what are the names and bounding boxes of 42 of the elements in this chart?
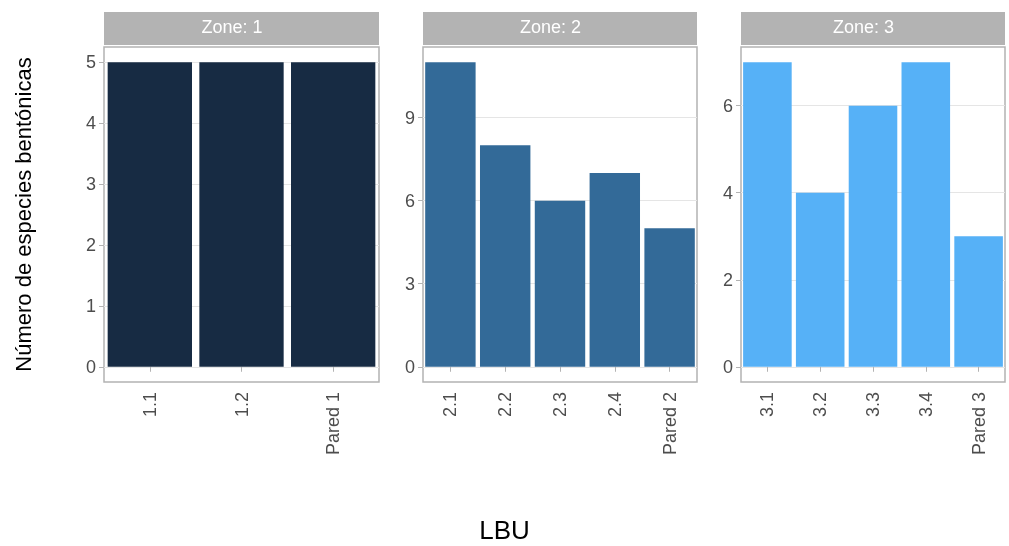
y-tick-label: 2 xyxy=(722,269,733,290)
bar xyxy=(743,62,792,367)
bar xyxy=(954,236,1003,367)
x-axis-title: LBU xyxy=(478,515,531,546)
x-tick-label: 1.2 xyxy=(231,392,252,418)
bar xyxy=(901,62,951,367)
x-tick-label: Pared 1 xyxy=(323,392,344,456)
y-tick-label: 0 xyxy=(722,356,733,377)
y-tick-label: 1 xyxy=(85,295,96,316)
x-tick-label: 3.1 xyxy=(757,392,778,418)
x-tick-label: Pared 3 xyxy=(968,392,989,456)
bar xyxy=(644,228,695,367)
x-tick-label: Pared 2 xyxy=(659,392,680,456)
y-tick-label: 0 xyxy=(85,356,96,377)
y-tick-label: 9 xyxy=(404,107,415,128)
x-tick-label: 2.1 xyxy=(440,392,461,418)
bar xyxy=(795,192,845,367)
y-tick-label: 0 xyxy=(404,356,415,377)
chart-title: Zone: 1 xyxy=(201,17,263,37)
y-tick-label: 2 xyxy=(85,234,96,255)
y-axis-title: Número de especies bentónicas xyxy=(10,57,36,372)
bar xyxy=(589,172,641,367)
x-tick-label: 2.2 xyxy=(495,392,516,418)
x-tick-label: 1.1 xyxy=(139,392,160,418)
y-tick-label: 3 xyxy=(404,273,415,294)
y-tick-label: 6 xyxy=(722,95,733,116)
bar xyxy=(425,62,476,367)
y-tick-label: 3 xyxy=(85,174,96,195)
chart-title: Zone: 3 xyxy=(833,17,895,37)
x-tick-label: 2.4 xyxy=(604,392,625,418)
bar xyxy=(534,200,586,367)
y-tick-label: 6 xyxy=(404,190,415,211)
x-tick-label: 3.3 xyxy=(863,392,883,418)
x-tick-label: 2.3 xyxy=(550,392,570,418)
bar xyxy=(479,145,531,367)
bar xyxy=(848,105,898,367)
x-tick-label: 3.2 xyxy=(810,392,831,418)
x-tick-label: 3.4 xyxy=(915,392,936,418)
chart-title: Zone: 2 xyxy=(520,17,582,37)
y-tick-label: 4 xyxy=(722,182,733,203)
y-tick-label: 4 xyxy=(85,113,96,134)
y-tick-label: 5 xyxy=(85,52,96,73)
